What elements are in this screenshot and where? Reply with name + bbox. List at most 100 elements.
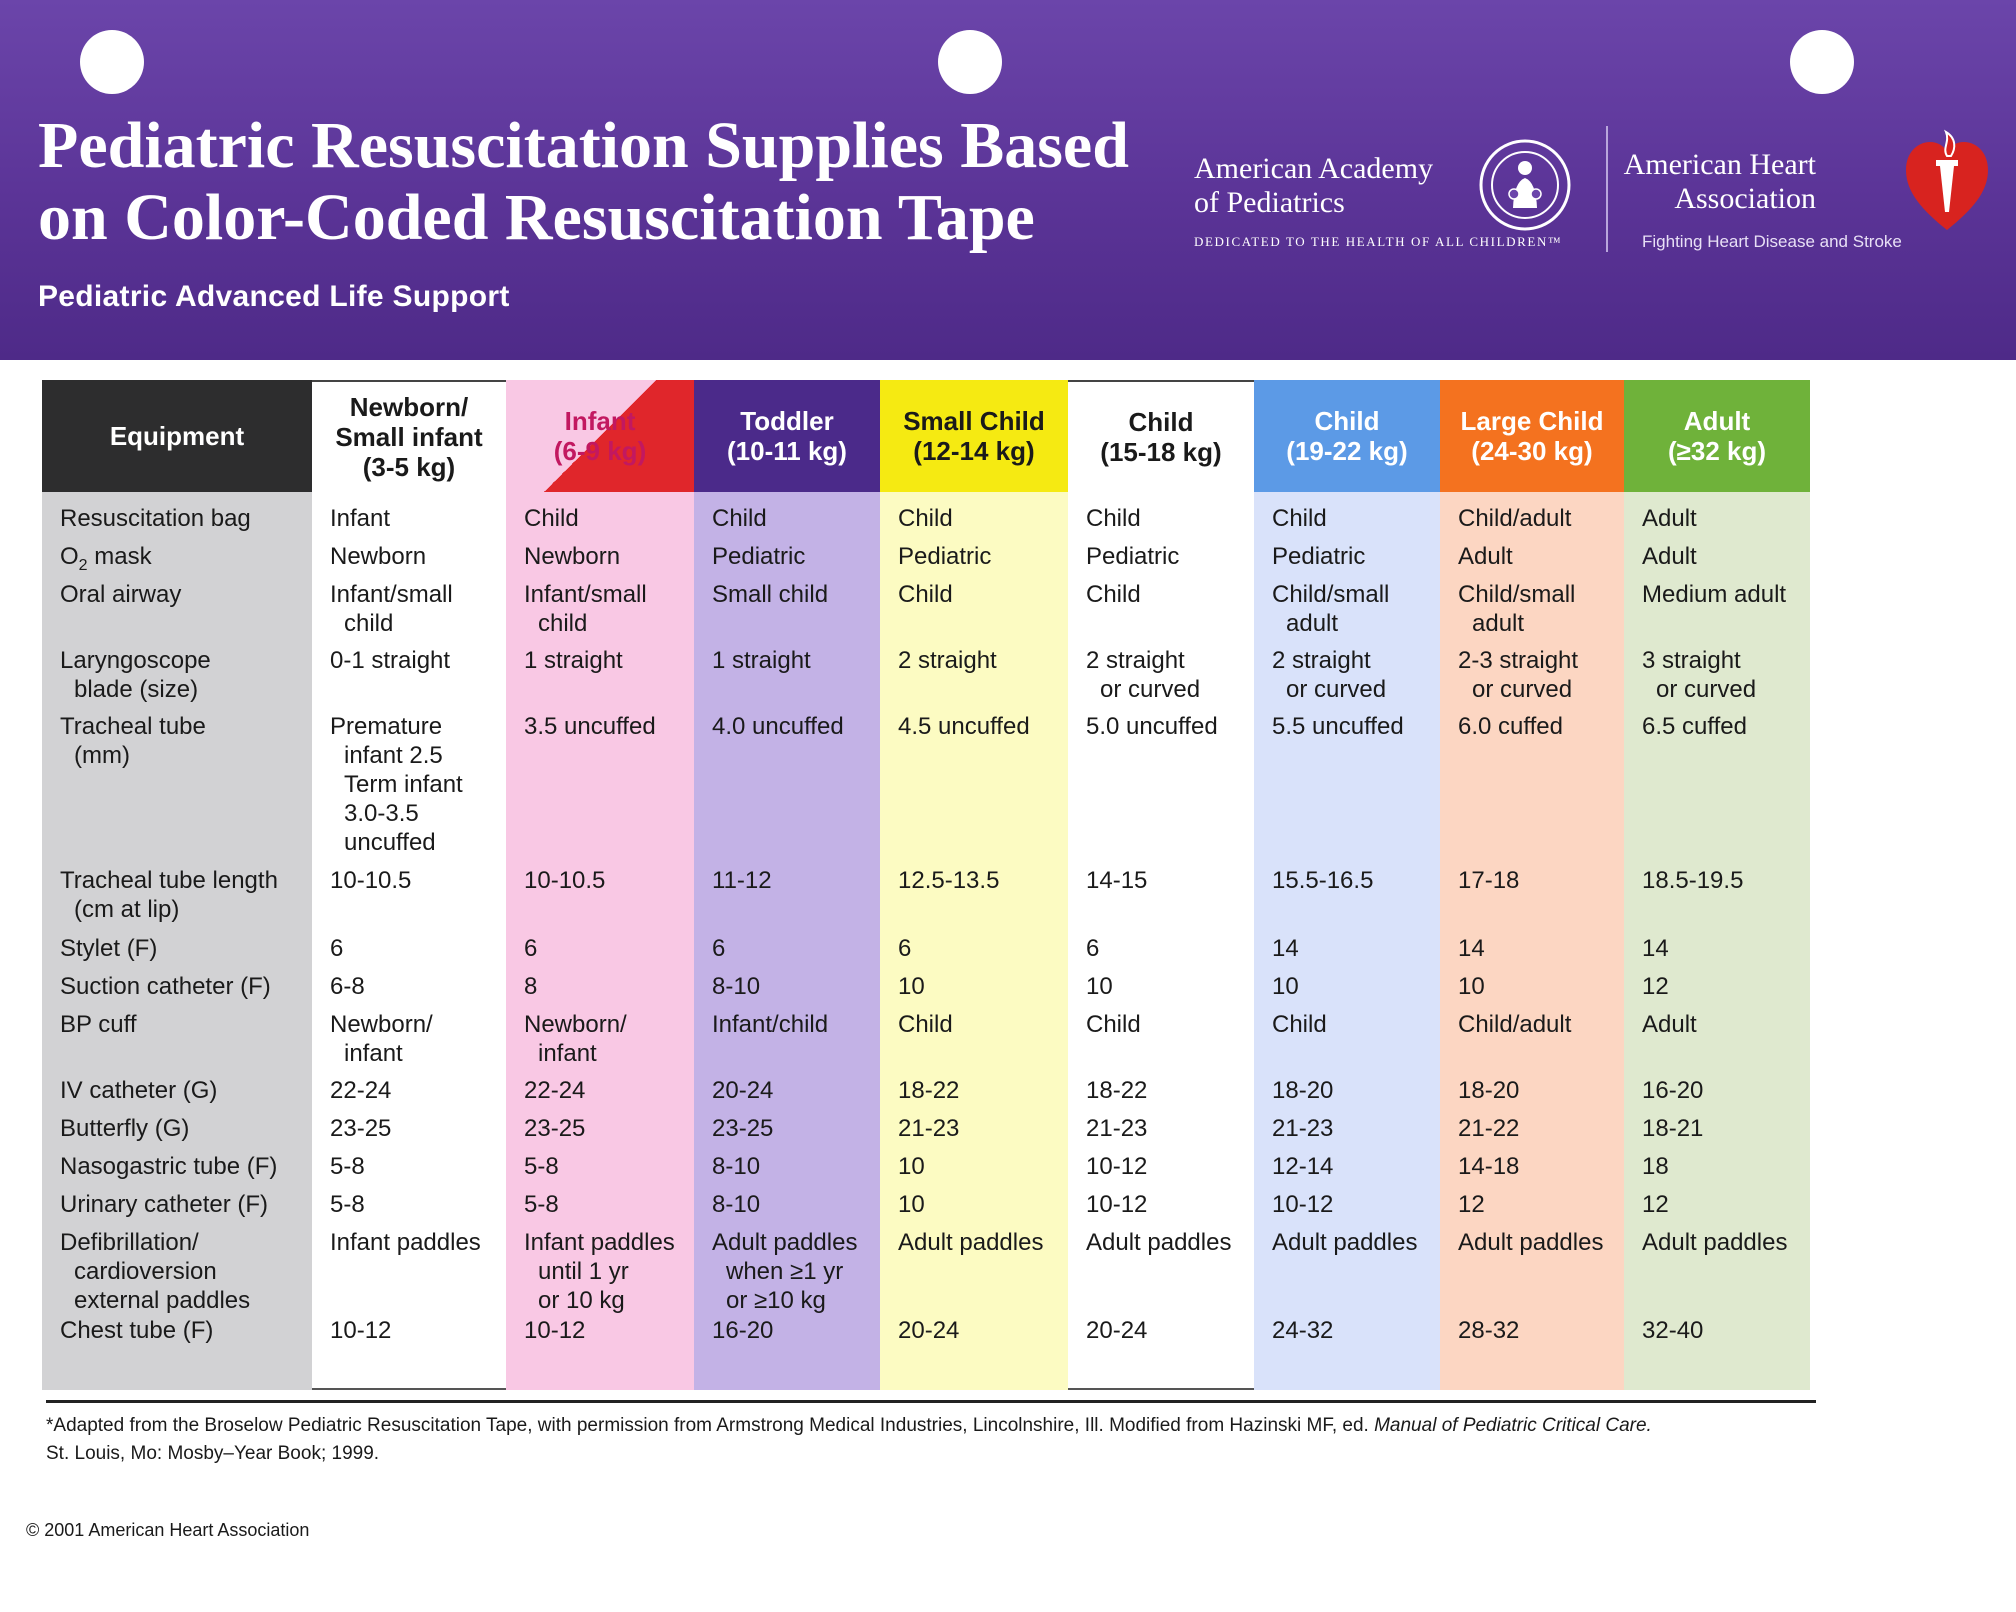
- aap-seal-icon: [1479, 139, 1571, 231]
- footnote-text: St. Louis, Mo: Mosby–Year Book; 1999.: [46, 1443, 380, 1464]
- aha-tagline: Fighting Heart Disease and Stroke: [1642, 232, 1902, 251]
- cell-line: 16-20: [712, 1317, 774, 1344]
- punch-hole: [80, 30, 144, 94]
- table-cell: Child/small adult: [1458, 580, 1620, 638]
- header-line: Adult: [1683, 406, 1751, 436]
- table-cell: 5.5 uncuffed: [1272, 712, 1436, 741]
- table-cell: 18: [1642, 1152, 1806, 1181]
- cell-line: Child: [898, 505, 953, 532]
- cell-line: Adult paddles: [1272, 1229, 1418, 1256]
- table-cell: 10-12: [1086, 1152, 1250, 1181]
- table-cell: 18-21: [1642, 1114, 1806, 1143]
- table-cell: 20-24: [898, 1316, 1064, 1345]
- table-cell: 18.5-19.5: [1642, 866, 1806, 895]
- table-cell: 12.5-13.5: [898, 866, 1064, 895]
- column-body-newborn: Infant Newborn Infant/small child 0-1 straig…: [312, 492, 506, 1390]
- table-cell: 10: [1458, 972, 1620, 1001]
- cell-line: 23-25: [524, 1115, 586, 1142]
- table-cell: 6: [1086, 934, 1250, 963]
- cell-line: Adult paddles: [712, 1229, 858, 1256]
- column-header-equipment: Equipment: [42, 380, 312, 492]
- table-cell: 5-8: [330, 1152, 502, 1181]
- cell-line: 2 straight: [898, 647, 997, 674]
- column-header-text: Large Child (24-30 kg): [1460, 406, 1603, 466]
- cell-line: Butterfly (G): [60, 1115, 190, 1142]
- table-cell: 14: [1458, 934, 1620, 963]
- cell-line: 21-23: [1086, 1115, 1148, 1142]
- cell-line: Defibrillation/: [60, 1229, 199, 1256]
- aap-name: American Academy of Pediatrics: [1194, 152, 1494, 220]
- row-label: Laryngoscope blade (size): [60, 646, 308, 704]
- cell-line: Pediatric: [1272, 543, 1366, 570]
- punch-hole: [938, 30, 1002, 94]
- column-header-toddler: Toddler (10-11 kg): [694, 380, 880, 492]
- table-cell: Infant: [330, 504, 502, 533]
- table-cell: 18-20: [1272, 1076, 1436, 1105]
- cell-line: Infant: [330, 505, 391, 532]
- copyright: © 2001 American Heart Association: [26, 1520, 310, 1540]
- table-cell: Adult paddles: [1458, 1228, 1620, 1257]
- table-cell: 18-22: [898, 1076, 1064, 1105]
- table-cell: 10-10.5: [330, 866, 502, 895]
- table-cell: 10: [898, 1152, 1064, 1181]
- table-cell: 4.5 uncuffed: [898, 712, 1064, 741]
- cell-line: Infant paddles: [524, 1229, 675, 1256]
- cell-line: 8-10: [712, 1153, 761, 1180]
- column-header-newborn: Newborn/Small infant (3-5 kg): [312, 380, 506, 492]
- table-cell: 14: [1272, 934, 1436, 963]
- cell-line: 16-20: [1642, 1077, 1704, 1104]
- cell-line: 22-24: [524, 1077, 586, 1104]
- column-header-small-child: Small Child (12-14 kg): [880, 380, 1068, 492]
- cell-line: Adult: [1642, 1011, 1697, 1038]
- cell-line: 28-32: [1458, 1317, 1520, 1344]
- cell-line: 12: [1642, 1191, 1669, 1218]
- cell-line: 18-20: [1272, 1077, 1334, 1104]
- aap-name-line: of Pediatrics: [1194, 186, 1345, 219]
- cell-line: 14-15: [1086, 867, 1148, 894]
- table-cell: 10: [1086, 972, 1250, 1001]
- cell-line: 6.0 cuffed: [1458, 713, 1563, 740]
- column-body-adult: Adult Adult Medium adult 3 straight or curve…: [1624, 492, 1810, 1390]
- column-header-text: Child (19-22 kg): [1286, 406, 1407, 466]
- table-cell: 5-8: [524, 1152, 690, 1181]
- cell-line: 12-14: [1272, 1153, 1334, 1180]
- table-cell: 2 straight: [898, 646, 1064, 675]
- cell-line: Child/adult: [1458, 505, 1572, 532]
- table-cell: 18-22: [1086, 1076, 1250, 1105]
- cell-line: BP cuff: [60, 1011, 137, 1038]
- table-cell: Child: [898, 1010, 1064, 1039]
- table-cell: Child/adult: [1458, 504, 1620, 533]
- table-cell: Infant paddles: [330, 1228, 502, 1257]
- cell-line: 6: [330, 935, 344, 962]
- cell-line: Newborn: [330, 543, 427, 570]
- cell-line: Infant/small: [330, 581, 453, 608]
- footnote-text: *Adapted from the Broselow Pediatric Res…: [46, 1415, 1375, 1436]
- cell-line: IV catheter (G): [60, 1077, 218, 1104]
- cell-line: Adult paddles: [898, 1229, 1044, 1256]
- table-cell: Adult paddles when ≥1 yr or ≥10 kg: [712, 1228, 876, 1315]
- table-cell: Child: [1272, 1010, 1436, 1039]
- cell-line: 5-8: [330, 1191, 365, 1218]
- cell-line: child: [538, 610, 588, 637]
- cell-line: Adult paddles: [1086, 1229, 1232, 1256]
- cell-line: or ≥10 kg: [726, 1287, 826, 1314]
- cell-line: 3 straight: [1642, 647, 1741, 674]
- column-header-text: Toddler (10-11 kg): [727, 406, 847, 466]
- cell-line: Stylet (F): [60, 935, 158, 962]
- table-cell: 8-10: [712, 1190, 876, 1219]
- table-cell: 14: [1642, 934, 1806, 963]
- cell-line: 10: [1086, 973, 1113, 1000]
- cell-line: infant: [538, 1040, 597, 1067]
- cell-line: infant 2.5: [344, 742, 443, 769]
- cell-line: 8: [524, 973, 538, 1000]
- cell-line: 18: [1642, 1153, 1669, 1180]
- table-cell: 6: [524, 934, 690, 963]
- table-cell: 22-24: [524, 1076, 690, 1105]
- cell-line: 1 straight: [712, 647, 811, 674]
- cell-line: 10: [1272, 973, 1299, 1000]
- cell-line: Adult: [1642, 505, 1697, 532]
- row-label: Tracheal tube length (cm at lip): [60, 866, 308, 924]
- header-line: (19-22 kg): [1286, 436, 1408, 466]
- cell-line: 24-32: [1272, 1317, 1334, 1344]
- footnote-book-title: Manual of Pediatric Critical Care.: [1374, 1415, 1652, 1436]
